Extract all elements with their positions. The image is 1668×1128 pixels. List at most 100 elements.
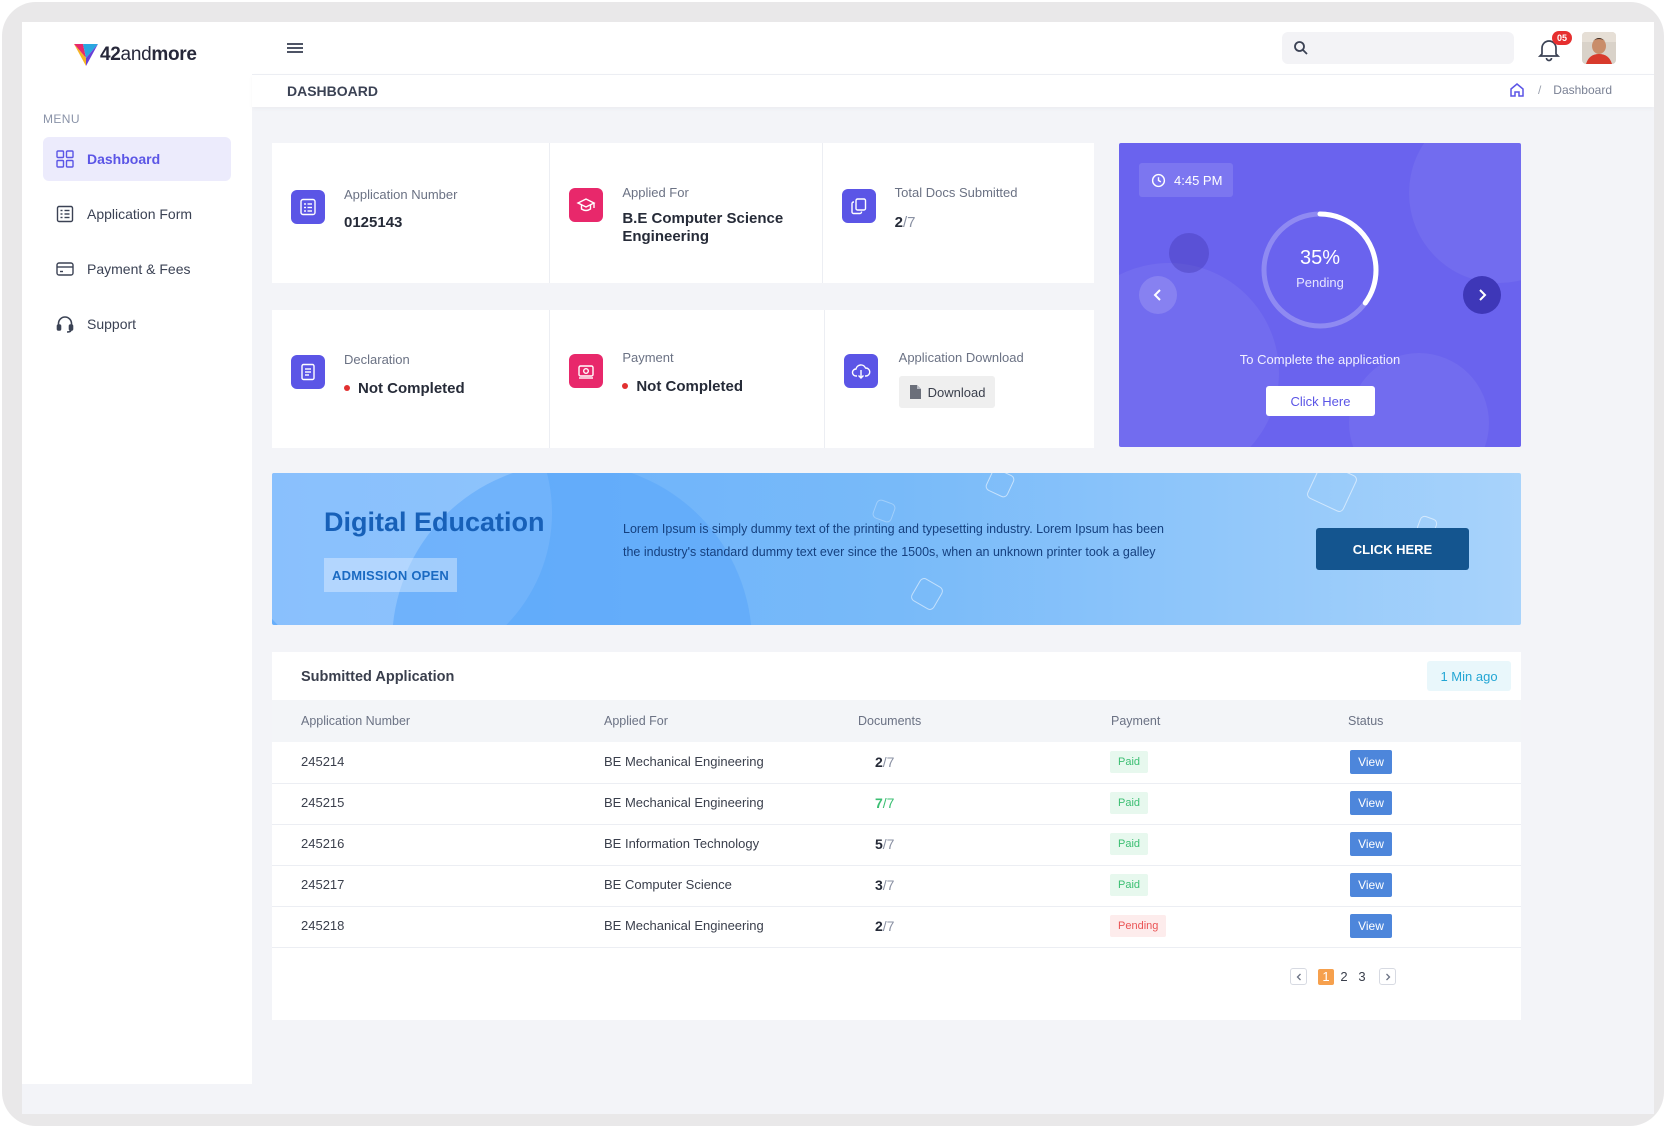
table-row: 245215 BE Mechanical Engineering 7/7 Pai… <box>272 783 1521 825</box>
page-1-button[interactable]: 1 <box>1318 968 1334 985</box>
cell-application-number: 245218 <box>301 918 345 933</box>
decor-blob <box>1409 143 1521 283</box>
application-download-label: Application Download <box>898 350 1024 365</box>
page-2-button[interactable]: 2 <box>1340 968 1348 984</box>
time-chip: 4:45 PM <box>1139 163 1233 197</box>
sidebar-item-payment-fees[interactable]: Payment & Fees <box>43 247 231 291</box>
cell-applied-for: BE Information Technology <box>604 836 760 851</box>
application-number-value: 0125143 <box>344 214 403 231</box>
status-dot <box>622 383 629 390</box>
breadcrumb-current: Dashboard <box>1553 83 1612 97</box>
view-button[interactable]: View <box>1350 873 1392 897</box>
sidebar-item-label: Application Form <box>87 206 193 222</box>
home-icon[interactable] <box>1508 81 1526 99</box>
application-download-card: Application Download Download <box>825 310 1094 448</box>
time-text: 4:45 PM <box>1174 172 1223 188</box>
banner-click-here-button[interactable]: CLICK HERE <box>1316 528 1469 570</box>
pagination-next-button[interactable] <box>1379 968 1396 985</box>
view-button[interactable]: View <box>1350 914 1392 938</box>
table-row: 245214 BE Mechanical Engineering 2/7 Pai… <box>272 742 1521 784</box>
total-docs-label: Total Docs Submitted <box>894 185 1018 200</box>
applied-for-card: Applied For B.E Computer Science Enginee… <box>550 143 823 283</box>
brand-logo[interactable]: 42andmore <box>74 44 197 66</box>
cloud-download-icon <box>851 364 871 379</box>
table-row: 245217 BE Computer Science 3/7 Paid View <box>272 865 1521 907</box>
payment-badge: Paid <box>1110 792 1149 814</box>
copy-documents-icon <box>850 198 866 215</box>
total-docs-card: Total Docs Submitted 2/7 <box>823 143 1094 283</box>
column-header-payment: Payment <box>1111 714 1161 728</box>
form-icon <box>56 205 74 223</box>
progress-status: Pending <box>1296 275 1344 290</box>
cell-application-number: 245217 <box>301 877 345 892</box>
chevron-right-icon <box>1385 973 1390 980</box>
view-button[interactable]: View <box>1350 750 1392 774</box>
table-header: Application Number Applied For Documents… <box>272 700 1521 742</box>
view-button[interactable]: View <box>1350 791 1392 815</box>
status-dot <box>344 385 350 392</box>
cell-applied-for: BE Mechanical Engineering <box>604 754 764 769</box>
declaration-icon-box <box>291 355 325 389</box>
search-input[interactable] <box>1320 37 1509 61</box>
sidebar-item-label: Payment & Fees <box>87 261 191 277</box>
carousel-next-button[interactable] <box>1463 276 1501 314</box>
hamburger-menu-icon[interactable] <box>286 40 304 56</box>
sidebar-item-support[interactable]: Support <box>43 302 231 346</box>
banner-description: Lorem Ipsum is simply dummy text of the … <box>623 522 1164 559</box>
clock-icon <box>1151 173 1166 187</box>
application-number-card: Application Number 0125143 <box>272 143 551 283</box>
applied-for-label: Applied For <box>622 185 689 200</box>
table-title: Submitted Application <box>301 669 455 685</box>
search-box <box>1282 32 1514 64</box>
file-icon <box>909 385 921 399</box>
promo-banner: Digital Education ADMISSION OPEN Lorem I… <box>272 473 1521 625</box>
total-docs-icon-box <box>841 189 876 223</box>
cell-applied-for: BE Mechanical Engineering <box>604 795 764 810</box>
logo-triangle-icon <box>74 44 98 66</box>
column-header-application-number: Application Number <box>301 714 411 728</box>
menu-heading: MENU <box>43 112 80 126</box>
avatar-image <box>1582 32 1616 64</box>
chevron-right-icon <box>1479 289 1487 301</box>
column-header-documents: Documents <box>858 714 922 728</box>
chevron-left-icon <box>1153 289 1161 301</box>
sidebar-item-application-form[interactable]: Application Form <box>43 192 231 236</box>
breadcrumb-separator: / <box>1537 83 1542 97</box>
payment-status: Not Completed <box>622 378 743 396</box>
table-row: 245218 BE Mechanical Engineering 2/7 Pen… <box>272 906 1521 948</box>
download-button[interactable]: Download <box>898 376 995 408</box>
carousel-prev-button[interactable] <box>1139 276 1177 314</box>
total-docs-value: 2/7 <box>894 214 916 231</box>
application-icon-box <box>291 190 325 224</box>
download-icon-box <box>843 354 878 388</box>
notification-bell-icon[interactable] <box>1536 36 1562 62</box>
page-3-button[interactable]: 3 <box>1358 968 1366 984</box>
banner-title: Digital Education <box>324 507 545 537</box>
grid-icon <box>56 150 74 168</box>
cell-documents: 7/7 <box>875 795 895 811</box>
payment-badge: Paid <box>1110 833 1149 855</box>
payment-icon-box <box>569 354 604 388</box>
sidebar-item-dashboard[interactable]: Dashboard <box>43 137 231 181</box>
brand-name: 42andmore <box>100 44 197 65</box>
top-bar: 05 <box>252 22 1654 74</box>
view-button[interactable]: View <box>1350 832 1392 856</box>
applied-for-icon-box <box>569 188 604 222</box>
complete-application-button[interactable]: Click Here <box>1266 386 1375 416</box>
breadcrumb: / Dashboard <box>1508 81 1612 99</box>
page-title: DASHBOARD <box>287 83 378 99</box>
graduation-cap-icon <box>576 198 596 212</box>
notification-count-badge: 05 <box>1552 31 1572 45</box>
pagination-prev-button[interactable] <box>1290 968 1307 985</box>
decor-blob <box>1169 233 1209 273</box>
declaration-status: Not Completed <box>344 380 465 398</box>
cell-application-number: 245214 <box>301 754 345 769</box>
cell-documents: 3/7 <box>875 877 895 893</box>
download-button-label: Download <box>927 384 986 400</box>
payment-card: Payment Not Completed <box>550 310 825 448</box>
decor-square <box>909 576 945 612</box>
user-avatar[interactable] <box>1582 32 1616 64</box>
sidebar-item-label: Support <box>87 316 137 332</box>
decor-square <box>1305 473 1359 514</box>
